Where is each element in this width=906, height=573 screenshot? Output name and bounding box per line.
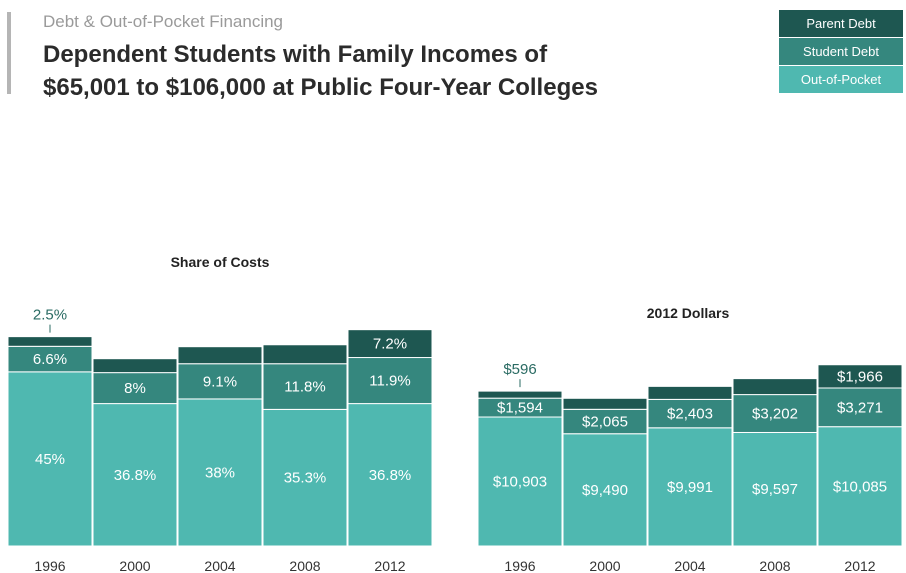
data-label: $10,085 <box>833 478 887 495</box>
bar-segment-parent-debt-2008 <box>732 378 818 396</box>
chart-title-share: Share of Costs <box>171 254 270 270</box>
chart-title-dollars: 2012 Dollars <box>647 305 730 321</box>
data-label: 35.3% <box>284 470 327 487</box>
data-label: 6.6% <box>33 351 67 368</box>
bar-segment-parent-debt-2000 <box>562 397 648 410</box>
bar-segment-parent-debt-2012 <box>817 364 903 389</box>
x-tick-label: 2008 <box>759 558 790 573</box>
data-label: 11.8% <box>284 379 325 396</box>
header-accent-bar <box>7 12 11 94</box>
data-label: 2.5% <box>33 307 67 324</box>
bar-segment-parent-debt-2008 <box>262 344 348 365</box>
x-tick-label: 2000 <box>119 558 150 573</box>
data-label: 7.2% <box>373 336 407 353</box>
bar-segment-student-debt-2012 <box>817 387 903 428</box>
data-label: $596 <box>503 361 536 378</box>
bar-segment-parent-debt-1996 <box>7 336 93 347</box>
bar-segment-out-of-pocket-2008 <box>732 431 818 547</box>
bar-segment-parent-debt-2004 <box>177 346 263 365</box>
x-tick-label: 1996 <box>34 558 65 573</box>
data-label: 9.1% <box>203 373 237 390</box>
data-label: $9,597 <box>752 481 798 498</box>
bar-segment-out-of-pocket-2000 <box>562 433 648 547</box>
page-title: Dependent Students with Family Incomes o… <box>43 38 683 104</box>
x-tick-label: 2004 <box>204 558 235 573</box>
legend: Parent Debt Student Debt Out-of-Pocket <box>779 10 903 94</box>
bar-segment-parent-debt-2012 <box>347 329 433 359</box>
legend-student-debt: Student Debt <box>779 38 903 65</box>
dollars-chart: $10,903 $1,594 $596 1996 $9,490 $2,065 2000 $9,… <box>477 361 903 573</box>
bar-segment-parent-debt-2004 <box>647 385 733 400</box>
kicker: Debt & Out-of-Pocket Financing <box>43 12 284 31</box>
bar-segment-out-of-pocket-2012 <box>817 426 903 547</box>
x-tick-label: 2012 <box>844 558 875 573</box>
title-line-2: $65,001 to $106,000 at Public Four-Year … <box>43 74 598 101</box>
bar-segment-student-debt-2004 <box>177 363 263 400</box>
bar-segment-parent-debt-1996 <box>477 390 563 399</box>
legend-out-of-pocket: Out-of-Pocket <box>779 66 903 93</box>
data-label: $1,966 <box>837 368 883 385</box>
x-tick-label: 2012 <box>374 558 405 573</box>
bar-segment-out-of-pocket-2004 <box>177 398 263 547</box>
data-label: 38% <box>205 464 235 481</box>
bar-segment-student-debt-2004 <box>647 398 733 429</box>
data-label: $10,903 <box>493 474 547 491</box>
x-tick-label: 2004 <box>674 558 705 573</box>
bar-segment-student-debt-2012 <box>347 357 433 405</box>
data-label: 36.8% <box>369 467 412 484</box>
data-label: $3,202 <box>752 406 798 423</box>
bar-segment-out-of-pocket-2008 <box>262 408 348 547</box>
data-label: $1,594 <box>497 400 543 417</box>
bar-segment-out-of-pocket-2004 <box>647 427 733 547</box>
title-line-1: Dependent Students with Family Incomes o… <box>43 41 548 68</box>
data-label: 8% <box>124 380 146 397</box>
data-label: 11.9% <box>369 373 410 390</box>
x-tick-label: 2000 <box>589 558 620 573</box>
data-label: $2,403 <box>667 406 713 423</box>
bar-segment-out-of-pocket-2000 <box>92 403 178 547</box>
data-label: $3,271 <box>837 399 883 416</box>
bar-segment-student-debt-2000 <box>92 372 178 405</box>
bar-segment-student-debt-2000 <box>562 408 648 435</box>
data-label: $9,991 <box>667 479 713 496</box>
data-label: 45% <box>35 451 65 468</box>
data-label: $9,490 <box>582 482 628 499</box>
x-tick-label: 2008 <box>289 558 320 573</box>
share-chart: 45% 6.6% 2.5% 1996 36.8% 8% 2000 38% 9.1% 2004 35.… <box>7 307 433 573</box>
bar-segment-parent-debt-2000 <box>92 358 178 374</box>
bar-segment-out-of-pocket-2012 <box>347 403 433 547</box>
data-label: $2,065 <box>582 414 628 431</box>
bar-segment-out-of-pocket-1996 <box>7 371 93 547</box>
legend-parent-debt: Parent Debt <box>779 10 903 37</box>
bar-segment-student-debt-2008 <box>262 363 348 410</box>
x-tick-label: 1996 <box>504 558 535 573</box>
data-label: 36.8% <box>114 467 157 484</box>
